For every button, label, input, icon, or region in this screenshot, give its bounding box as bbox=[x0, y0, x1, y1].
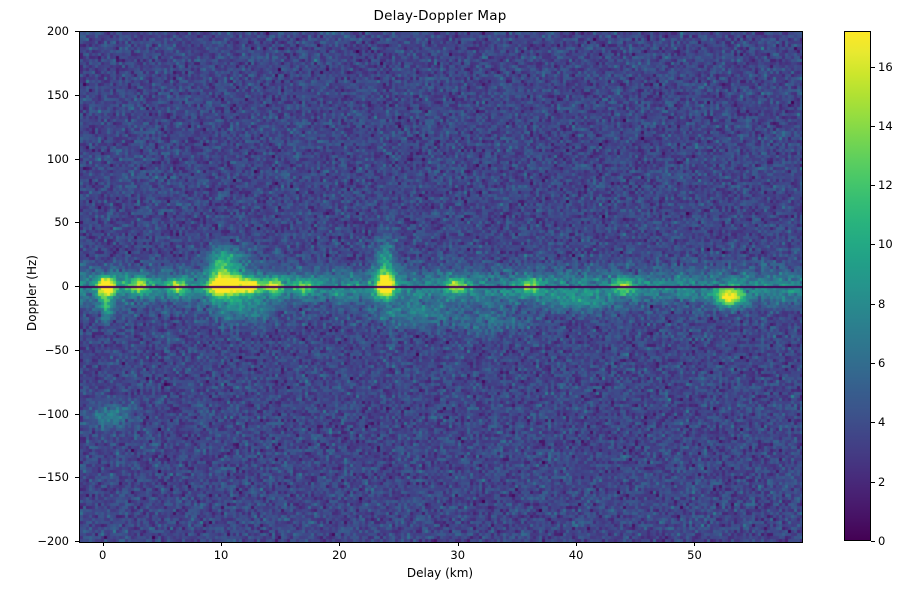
y-tick-mark bbox=[75, 95, 79, 96]
y-tick-label: −100 bbox=[37, 406, 69, 421]
colorbar-tick-label: 4 bbox=[878, 415, 886, 430]
y-tick-label: 200 bbox=[47, 24, 69, 38]
colorbar-tick-label: 10 bbox=[878, 237, 893, 252]
y-tick-mark bbox=[75, 222, 79, 223]
x-axis-label: Delay (km) bbox=[406, 566, 474, 580]
colorbar-tick-label: 12 bbox=[878, 178, 893, 193]
colorbar-tick-mark bbox=[871, 363, 875, 364]
y-tick-label: 150 bbox=[47, 87, 69, 102]
colorbar-tick-label: 8 bbox=[878, 296, 886, 311]
colorbar-tick-mark bbox=[871, 185, 875, 186]
y-tick-label: 50 bbox=[54, 215, 69, 230]
y-tick-mark bbox=[75, 477, 79, 478]
colorbar-tick-mark bbox=[871, 67, 875, 68]
page-title: Delay-Doppler Map bbox=[373, 8, 507, 24]
x-tick-label: 30 bbox=[450, 548, 466, 562]
y-tick-mark bbox=[75, 350, 79, 351]
x-tick-mark bbox=[694, 542, 695, 546]
x-tick-mark bbox=[458, 542, 459, 546]
colorbar-tick-mark bbox=[871, 422, 875, 423]
colorbar-tick-mark bbox=[871, 304, 875, 305]
delay-doppler-heatmap bbox=[80, 32, 802, 542]
x-tick-label: 20 bbox=[332, 548, 347, 562]
y-tick-label: 100 bbox=[47, 151, 69, 166]
heatmap-plot-area bbox=[79, 31, 803, 543]
x-tick-mark bbox=[339, 542, 340, 546]
x-tick-mark bbox=[221, 542, 222, 546]
x-tick-label: 40 bbox=[568, 548, 584, 562]
colorbar-tick-mark bbox=[871, 482, 875, 483]
y-tick-label: −150 bbox=[37, 470, 69, 485]
y-tick-label: −200 bbox=[37, 534, 69, 548]
y-tick-mark bbox=[75, 414, 79, 415]
colorbar-tick-mark bbox=[871, 244, 875, 245]
y-tick-mark bbox=[75, 159, 79, 160]
colorbar-tick-label: 0 bbox=[878, 534, 886, 548]
colorbar bbox=[844, 31, 871, 541]
x-tick-label: 50 bbox=[687, 548, 702, 562]
colorbar-tick-label: 16 bbox=[878, 59, 893, 74]
x-tick-mark bbox=[576, 542, 577, 546]
colorbar-tick-label: 2 bbox=[878, 474, 886, 489]
colorbar-tick-mark bbox=[871, 541, 875, 542]
y-tick-label: −50 bbox=[44, 342, 69, 357]
y-axis-label: Doppler (Hz) bbox=[25, 255, 39, 331]
y-tick-label: 0 bbox=[61, 279, 69, 293]
y-tick-mark bbox=[75, 541, 79, 542]
x-tick-label: 10 bbox=[213, 548, 229, 562]
x-tick-mark bbox=[103, 542, 104, 546]
colorbar-tick-label: 6 bbox=[878, 356, 886, 371]
colorbar-tick-mark bbox=[871, 126, 875, 127]
colorbar-tick-label: 14 bbox=[878, 118, 893, 133]
colorbar-gradient bbox=[844, 31, 871, 541]
x-tick-label: 0 bbox=[99, 548, 107, 562]
y-tick-mark bbox=[75, 286, 79, 287]
y-tick-mark bbox=[75, 31, 79, 32]
